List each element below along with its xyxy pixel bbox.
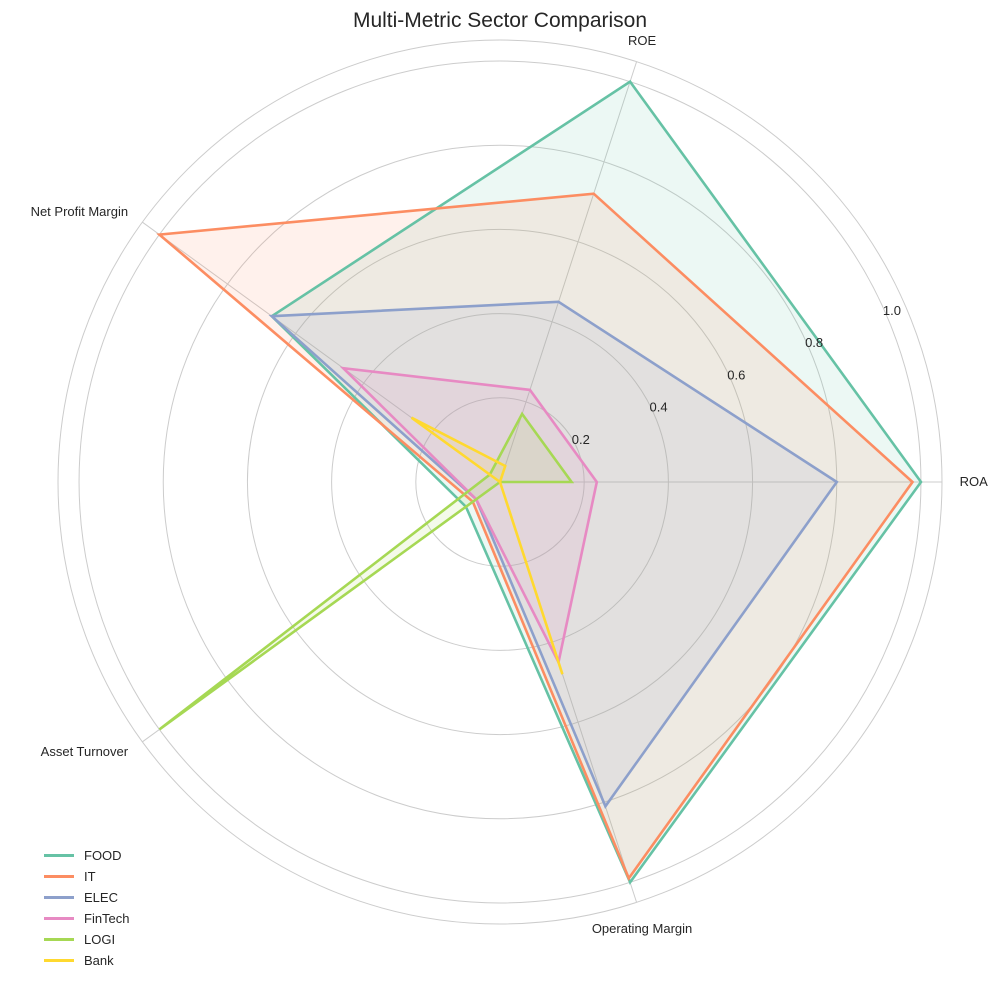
radar-labels: 0.2 0.4 0.6 0.8 1.0 ROA ROE Net Profit Margin As…: [31, 33, 989, 936]
legend-item: LOGI: [44, 929, 130, 950]
axis-label: ROA: [960, 474, 989, 489]
legend-label: ELEC: [84, 890, 118, 905]
legend-label: Bank: [84, 953, 114, 968]
series-line: [339, 366, 599, 667]
legend-swatch: [44, 938, 74, 941]
legend-label: FinTech: [84, 911, 130, 926]
series-line: [156, 192, 915, 881]
series-line: [158, 411, 575, 731]
legend: FOOD IT ELEC FinTech LOGI Bank: [44, 845, 130, 971]
spoke-line: [499, 61, 638, 483]
axis-label: Asset Turnover: [41, 744, 129, 759]
legend-item: ELEC: [44, 887, 130, 908]
chart-title: Multi-Metric Sector Comparison: [352, 9, 648, 32]
radial-tick-label: 0.2: [572, 432, 590, 447]
radial-tick-label: 0.6: [727, 367, 745, 382]
series-line: [410, 416, 564, 675]
legend-item: Bank: [44, 950, 130, 971]
legend-label: LOGI: [84, 932, 116, 947]
series-fill: [411, 417, 563, 675]
axis-label: Net Profit Margin: [31, 204, 129, 219]
radar-series: [156, 79, 923, 885]
legend-item: FOOD: [44, 845, 130, 866]
legend-swatch: [44, 875, 74, 878]
series-fill: [271, 301, 837, 807]
series-line: [269, 79, 923, 885]
legend-swatch: [44, 854, 74, 857]
legend-label: IT: [84, 869, 96, 884]
series-fill: [159, 193, 913, 879]
legend-item: FinTech: [44, 908, 130, 929]
legend-label: FOOD: [84, 848, 122, 863]
radial-tick-label: 0.8: [805, 335, 823, 350]
series-line: [268, 300, 839, 809]
legend-swatch: [44, 959, 74, 962]
radial-tick-label: 1.0: [883, 303, 901, 318]
axis-label: Operating Margin: [592, 921, 692, 936]
legend-item: IT: [44, 866, 130, 887]
legend-swatch: [44, 896, 74, 899]
axis-label: ROE: [628, 33, 657, 48]
legend-swatch: [44, 917, 74, 920]
radial-tick-label: 0.4: [650, 400, 668, 415]
